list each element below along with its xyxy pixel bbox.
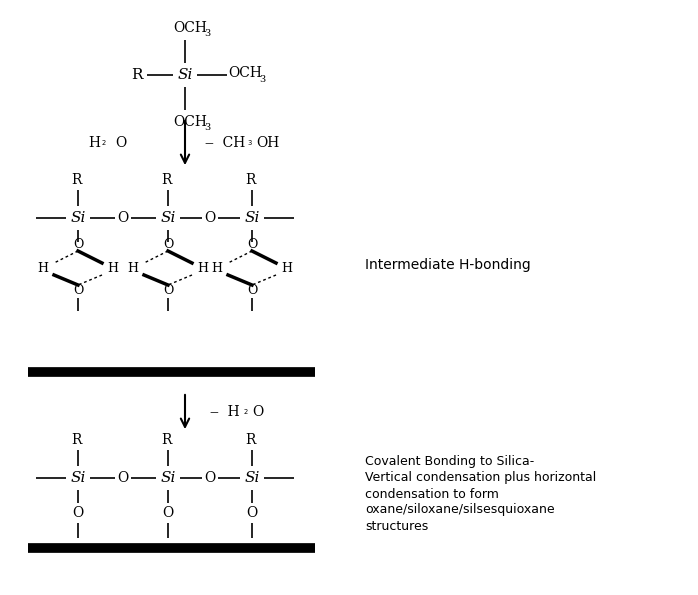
Text: O: O (117, 211, 128, 225)
Text: ‒  H: ‒ H (210, 405, 239, 419)
Text: Si: Si (244, 211, 260, 225)
Text: structures: structures (365, 519, 429, 533)
Text: R: R (245, 433, 255, 447)
Text: O: O (247, 239, 257, 252)
Text: Si: Si (70, 471, 86, 485)
Text: H: H (107, 262, 119, 275)
Text: Intermediate H-bonding: Intermediate H-bonding (365, 258, 530, 272)
Text: O: O (205, 211, 216, 225)
Text: R: R (70, 173, 81, 187)
Text: R: R (131, 68, 143, 82)
Text: Vertical condensation plus horizontal: Vertical condensation plus horizontal (365, 471, 596, 484)
Text: H: H (38, 262, 48, 275)
Text: O: O (163, 506, 174, 520)
Text: 3: 3 (204, 124, 210, 133)
Text: O: O (73, 239, 83, 252)
Text: H: H (88, 136, 100, 150)
Text: R: R (161, 173, 171, 187)
Text: H: H (281, 262, 292, 275)
Text: $_2$: $_2$ (101, 138, 107, 148)
Text: $_2$: $_2$ (243, 407, 248, 417)
Text: condensation to form: condensation to form (365, 487, 499, 500)
Text: O: O (247, 284, 257, 298)
Text: Si: Si (244, 471, 260, 485)
Text: 3: 3 (204, 30, 210, 39)
Text: Covalent Bonding to Silica-: Covalent Bonding to Silica- (365, 456, 534, 468)
Text: O: O (246, 506, 258, 520)
Text: $_3$: $_3$ (247, 138, 253, 148)
Text: R: R (161, 433, 171, 447)
Text: O: O (117, 471, 128, 485)
Text: OCH: OCH (173, 21, 207, 35)
Text: Si: Si (161, 471, 176, 485)
Text: R: R (245, 173, 255, 187)
Text: ‒  CH: ‒ CH (205, 136, 245, 150)
Text: O: O (205, 471, 216, 485)
Text: OCH: OCH (173, 115, 207, 129)
Text: OH: OH (256, 136, 279, 150)
Text: H: H (128, 262, 138, 275)
Text: OCH: OCH (228, 66, 262, 80)
Text: R: R (70, 433, 81, 447)
Text: O: O (73, 284, 83, 298)
Text: oxane/siloxane/silsesquioxane: oxane/siloxane/silsesquioxane (365, 503, 555, 516)
Text: O: O (115, 136, 126, 150)
Text: 3: 3 (259, 74, 265, 83)
Text: O: O (163, 239, 173, 252)
Text: O: O (73, 506, 84, 520)
Text: H: H (211, 262, 223, 275)
Text: Si: Si (177, 68, 193, 82)
Text: Si: Si (70, 211, 86, 225)
Text: O: O (163, 284, 173, 298)
Text: Si: Si (161, 211, 176, 225)
Text: O: O (252, 405, 263, 419)
Text: H: H (198, 262, 209, 275)
